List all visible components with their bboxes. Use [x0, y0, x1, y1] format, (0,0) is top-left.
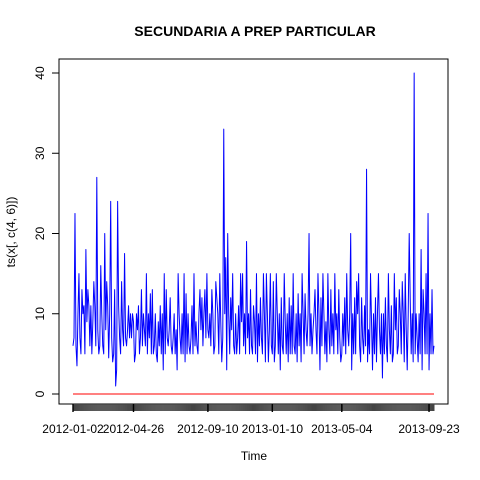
y-tick-label: 20: [33, 227, 47, 241]
x-tick-label: 2013-09-23: [398, 422, 460, 436]
x-tick-label: 2012-04-26: [103, 422, 165, 436]
y-tick-label: 30: [33, 146, 47, 160]
series-layer: [72, 72, 435, 395]
chart-title: SECUNDARIA A PREP PARTICULAR: [134, 23, 375, 39]
x-axis-rug: [72, 404, 435, 411]
x-tick-label: 2013-05-04: [311, 422, 373, 436]
x-axis-label: Time: [241, 449, 268, 463]
y-tick-label: 40: [33, 66, 47, 80]
y-tick-label: 0: [33, 390, 47, 397]
series-line-blue: [72, 72, 435, 387]
x-axis: 2012-01-02 2012-04-26 2012-09-10 2013-01-10…: [42, 404, 460, 436]
x-tick-label: 2013-01-10: [242, 422, 304, 436]
y-axis-label: ts(x[, c(4, 6)]): [4, 197, 18, 268]
y-axis: 0 10 20 30 40: [33, 66, 60, 397]
x-tick-label: 2012-01-02: [42, 422, 104, 436]
x-tick-label: 2012-09-10: [177, 422, 239, 436]
y-tick-label: 10: [33, 307, 47, 321]
